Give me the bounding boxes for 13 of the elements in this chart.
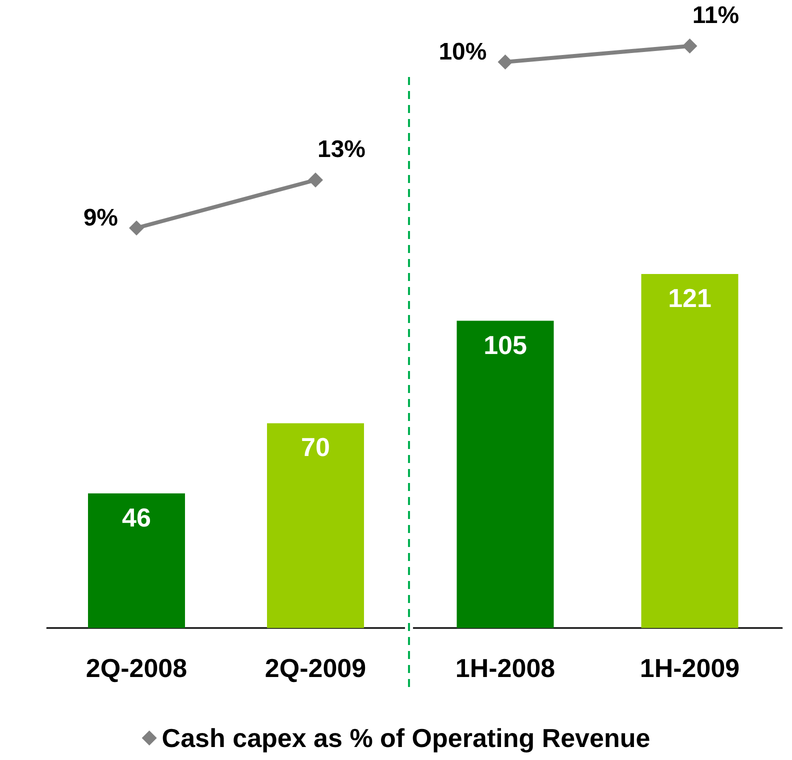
x-tick-label: 1H-2008	[455, 653, 556, 683]
data-label: 11%	[692, 2, 740, 29]
x-tick-label: 1H-2009	[640, 653, 740, 683]
x-tick-label: 2Q-2009	[264, 653, 366, 683]
data-label: 46	[122, 502, 151, 532]
legend-label: Cash capex as % of Operating Revenue	[162, 723, 650, 753]
data-label: 121	[668, 283, 712, 313]
x-tick-label: 2Q-2008	[86, 653, 188, 683]
data-label: 10%	[438, 38, 487, 66]
data-label: 105	[484, 330, 527, 360]
data-label: 70	[301, 432, 330, 462]
data-label: 13%	[317, 136, 366, 163]
data-label: 9%	[83, 204, 118, 232]
